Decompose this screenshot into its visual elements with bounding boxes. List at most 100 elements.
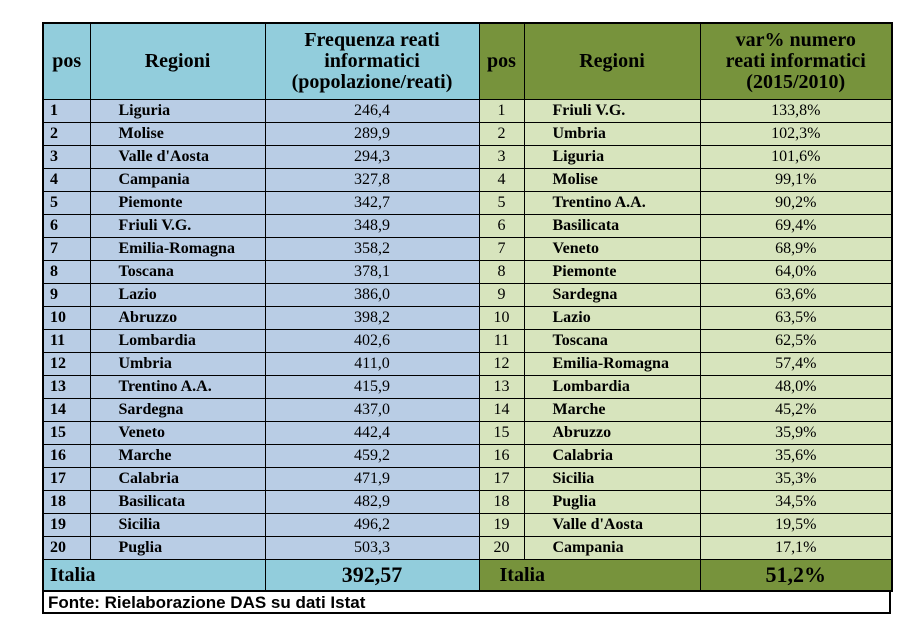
left-value-cell: 294,3 <box>264 145 480 169</box>
right-pos-cell: 7 <box>478 237 525 261</box>
table-row: 16 Marche 459,2 16 Calabria 35,6% <box>42 444 893 468</box>
left-region-header: Regioni <box>89 22 266 100</box>
right-region-cell: Friuli V.G. <box>523 99 701 123</box>
right-pos-cell: 1 <box>478 99 525 123</box>
right-region-cell: Trentino A.A. <box>523 191 701 215</box>
left-value-cell: 442,4 <box>264 421 480 445</box>
table-row: 11 Lombardia 402,6 11 Toscana 62,5% <box>42 329 893 353</box>
left-pos-cell: 20 <box>42 536 91 560</box>
table-row: 19 Sicilia 496,2 19 Valle d'Aosta 19,5% <box>42 513 893 537</box>
table-row: 10 Abruzzo 398,2 10 Lazio 63,5% <box>42 306 893 330</box>
left-total-value: 392,57 <box>264 559 480 592</box>
left-metric-header-line2: informatici <box>324 50 420 72</box>
left-value-cell: 358,2 <box>264 237 480 261</box>
table-row: 9 Lazio 386,0 9 Sardegna 63,6% <box>42 283 893 307</box>
right-pos-cell: 13 <box>478 375 525 399</box>
right-value-cell: 62,5% <box>699 329 893 353</box>
left-pos-cell: 2 <box>42 122 91 146</box>
right-value-cell: 102,3% <box>699 122 893 146</box>
totals-row: Italia 392,57 Italia 51,2% <box>42 559 893 592</box>
right-value-cell: 133,8% <box>699 99 893 123</box>
left-region-cell: Puglia <box>89 536 266 560</box>
left-value-cell: 342,7 <box>264 191 480 215</box>
right-total-label: Italia <box>478 559 701 592</box>
right-pos-cell: 20 <box>478 536 525 560</box>
right-value-cell: 101,6% <box>699 145 893 169</box>
right-metric-header-line1: var% numero <box>735 29 856 51</box>
left-pos-cell: 18 <box>42 490 91 514</box>
left-value-cell: 402,6 <box>264 329 480 353</box>
right-pos-cell: 4 <box>478 168 525 192</box>
table-row: 3 Valle d'Aosta 294,3 3 Liguria 101,6% <box>42 145 893 169</box>
left-value-cell: 471,9 <box>264 467 480 491</box>
right-region-cell: Umbria <box>523 122 701 146</box>
left-region-cell: Veneto <box>89 421 266 445</box>
left-value-cell: 378,1 <box>264 260 480 284</box>
right-value-cell: 64,0% <box>699 260 893 284</box>
left-pos-cell: 3 <box>42 145 91 169</box>
right-pos-cell: 11 <box>478 329 525 353</box>
left-pos-cell: 9 <box>42 283 91 307</box>
table-row: 2 Molise 289,9 2 Umbria 102,3% <box>42 122 893 146</box>
left-pos-cell: 16 <box>42 444 91 468</box>
right-pos-cell: 15 <box>478 421 525 445</box>
left-pos-cell: 17 <box>42 467 91 491</box>
right-region-cell: Valle d'Aosta <box>523 513 701 537</box>
right-region-cell: Abruzzo <box>523 421 701 445</box>
left-value-cell: 496,2 <box>264 513 480 537</box>
right-value-cell: 57,4% <box>699 352 893 376</box>
left-pos-cell: 14 <box>42 398 91 422</box>
left-value-cell: 386,0 <box>264 283 480 307</box>
left-pos-cell: 6 <box>42 214 91 238</box>
right-pos-cell: 3 <box>478 145 525 169</box>
table-row: 7 Emilia-Romagna 358,2 7 Veneto 68,9% <box>42 237 893 261</box>
right-value-cell: 90,2% <box>699 191 893 215</box>
right-value-cell: 35,9% <box>699 421 893 445</box>
right-region-cell: Molise <box>523 168 701 192</box>
left-pos-cell: 15 <box>42 421 91 445</box>
left-pos-cell: 19 <box>42 513 91 537</box>
right-region-cell: Piemonte <box>523 260 701 284</box>
right-value-cell: 48,0% <box>699 375 893 399</box>
right-pos-cell: 2 <box>478 122 525 146</box>
right-value-cell: 99,1% <box>699 168 893 192</box>
left-region-cell: Lazio <box>89 283 266 307</box>
left-region-cell: Liguria <box>89 99 266 123</box>
right-region-cell: Veneto <box>523 237 701 261</box>
right-region-header: Regioni <box>523 22 701 100</box>
right-value-cell: 19,5% <box>699 513 893 537</box>
right-value-cell: 35,6% <box>699 444 893 468</box>
left-pos-header: pos <box>42 22 91 100</box>
left-value-cell: 398,2 <box>264 306 480 330</box>
right-pos-cell: 19 <box>478 513 525 537</box>
left-region-cell: Umbria <box>89 352 266 376</box>
left-region-cell: Basilicata <box>89 490 266 514</box>
table-row: 18 Basilicata 482,9 18 Puglia 34,5% <box>42 490 893 514</box>
left-region-cell: Calabria <box>89 467 266 491</box>
right-pos-cell: 5 <box>478 191 525 215</box>
left-metric-header-line1: Frequenza reati <box>304 29 440 51</box>
source-note: Fonte: Rielaborazione DAS su dati Istat <box>42 592 891 614</box>
table-row: 12 Umbria 411,0 12 Emilia-Romagna 57,4% <box>42 352 893 376</box>
left-value-cell: 503,3 <box>264 536 480 560</box>
right-value-cell: 69,4% <box>699 214 893 238</box>
table-row: 17 Calabria 471,9 17 Sicilia 35,3% <box>42 467 893 491</box>
left-value-cell: 459,2 <box>264 444 480 468</box>
table-row: 14 Sardegna 437,0 14 Marche 45,2% <box>42 398 893 422</box>
table-row: 13 Trentino A.A. 415,9 13 Lombardia 48,0% <box>42 375 893 399</box>
table-row: 4 Campania 327,8 4 Molise 99,1% <box>42 168 893 192</box>
right-region-cell: Lombardia <box>523 375 701 399</box>
left-region-cell: Sicilia <box>89 513 266 537</box>
right-region-cell: Puglia <box>523 490 701 514</box>
right-region-cell: Campania <box>523 536 701 560</box>
table-row: 20 Puglia 503,3 20 Campania 17,1% <box>42 536 893 560</box>
left-pos-cell: 7 <box>42 237 91 261</box>
right-region-cell: Marche <box>523 398 701 422</box>
left-metric-header-line3: (popolazione/reati) <box>291 71 453 93</box>
right-pos-cell: 12 <box>478 352 525 376</box>
left-pos-cell: 10 <box>42 306 91 330</box>
crime-statistics-table: pos Regioni Frequenza reati informatici … <box>42 22 893 592</box>
header-row: pos Regioni Frequenza reati informatici … <box>42 22 893 100</box>
right-total-value: 51,2% <box>699 559 893 592</box>
right-pos-cell: 17 <box>478 467 525 491</box>
